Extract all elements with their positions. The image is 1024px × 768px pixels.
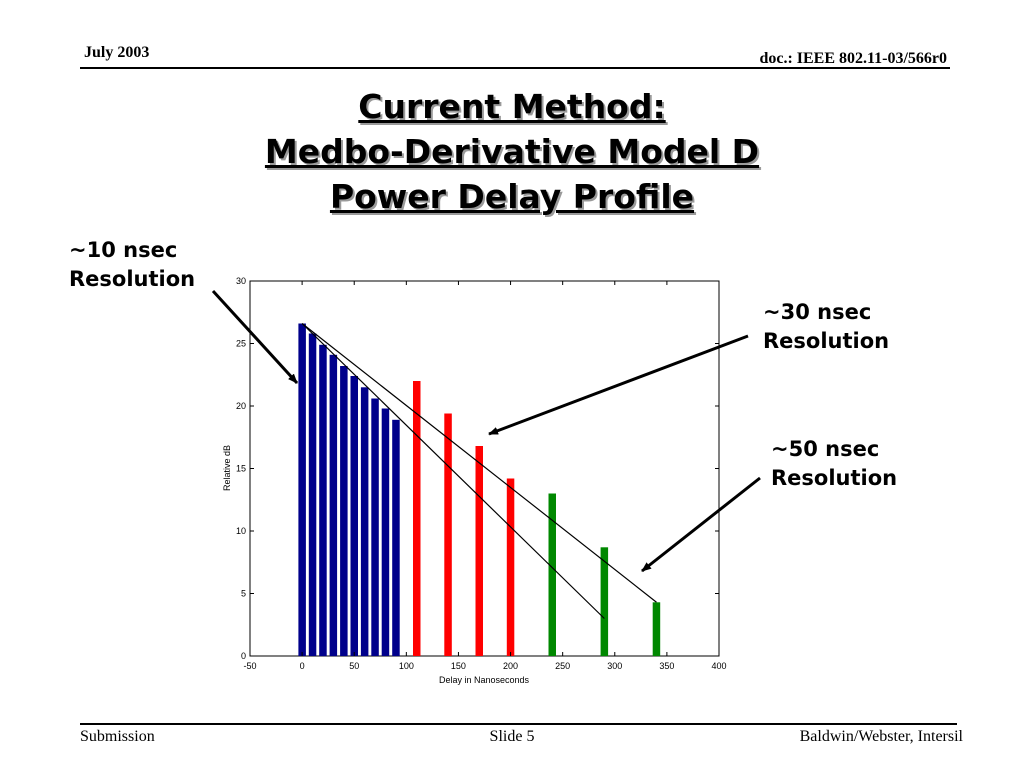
- bar-s0-4: [340, 366, 348, 656]
- bar-s0-6: [360, 387, 369, 657]
- x-tick-label: 100: [399, 661, 414, 671]
- bar-s0-0: [298, 323, 306, 656]
- bar-s0-5: [350, 376, 358, 656]
- y-tick-label: 0: [241, 651, 246, 661]
- x-axis: -50 0 50 100 150 200 250 300 350 400: [243, 281, 727, 671]
- bar-s1-1: [444, 413, 452, 656]
- bar-s0-3: [329, 354, 338, 657]
- header-divider: [80, 67, 950, 69]
- arrow-10nsec: [211, 289, 299, 385]
- footer-authors: Baldwin/Webster, Intersil: [799, 728, 963, 745]
- x-tick-label: 150: [451, 661, 466, 671]
- trend-line-1: [301, 323, 605, 619]
- x-tick-label: 400: [711, 661, 726, 671]
- title-line-2: Medbo-Derivative Model D: [264, 132, 760, 171]
- annotation-50nsec-line1: ~50 nsec: [771, 437, 880, 461]
- annotation-50nsec: ~50 nsec Resolution: [771, 435, 897, 493]
- annotation-30nsec-line2: Resolution: [763, 329, 890, 353]
- annotation-30nsec-line1: ~30 nsec: [763, 300, 872, 324]
- bar-s0-8: [381, 408, 390, 656]
- x-tick-label: 0: [300, 661, 305, 671]
- bar-s0-9: [392, 419, 400, 657]
- bar-s0-2: [319, 344, 327, 657]
- x-tick-label: 50: [349, 661, 359, 671]
- footer-submission: Submission: [80, 728, 155, 745]
- y-tick-label: 25: [236, 339, 246, 349]
- header-doc-number: doc.: IEEE 802.11-03/566r0: [759, 50, 947, 67]
- y-tick-label: 10: [236, 526, 246, 536]
- y-tick-label: 30: [236, 276, 246, 286]
- annotation-10nsec-line1: ~10 nsec: [69, 238, 178, 262]
- x-tick-label: 350: [659, 661, 674, 671]
- y-tick-label: 5: [241, 589, 246, 599]
- bar-s1-2: [475, 446, 483, 656]
- slide-title: Current Method: Medbo-Derivative Model D…: [0, 84, 1024, 219]
- bar-series-group: [298, 323, 661, 657]
- title-line-3: Power Delay Profile: [329, 177, 695, 216]
- footer-slide-number: Slide 5: [489, 728, 535, 745]
- footer-divider: [80, 723, 957, 725]
- y-axis-label: Relative dB: [222, 445, 232, 491]
- bar-s2-1: [600, 547, 609, 657]
- arrow-50nsec: [641, 476, 761, 573]
- trend-line-0: [301, 323, 657, 603]
- bar-s0-1: [308, 333, 317, 656]
- bar-s1-0: [413, 381, 421, 656]
- y-tick-label: 15: [236, 464, 246, 474]
- x-tick-label: 200: [503, 661, 518, 671]
- annotation-50nsec-line2: Resolution: [771, 466, 898, 490]
- bar-s1-3: [506, 478, 515, 656]
- annotation-30nsec: ~30 nsec Resolution: [763, 298, 889, 356]
- arrow-30nsec: [488, 334, 749, 436]
- y-axis: 0 5 10 15 20 25 30: [236, 276, 719, 661]
- bar-s0-7: [371, 398, 379, 656]
- annotation-10nsec-line2: Resolution: [69, 267, 196, 291]
- bar-s2-2: [652, 602, 661, 657]
- trend-lines-group: [301, 323, 657, 619]
- title-line-1: Current Method:: [358, 87, 666, 126]
- y-tick-label: 20: [236, 401, 246, 411]
- x-tick-label: 300: [607, 661, 622, 671]
- x-tick-label: 250: [555, 661, 570, 671]
- annotation-10nsec: ~10 nsec Resolution: [69, 236, 195, 294]
- bar-s2-0: [548, 493, 556, 656]
- header-date: July 2003: [84, 44, 150, 61]
- x-axis-label: Delay in Nanoseconds: [439, 675, 530, 685]
- x-tick-label: -50: [243, 661, 256, 671]
